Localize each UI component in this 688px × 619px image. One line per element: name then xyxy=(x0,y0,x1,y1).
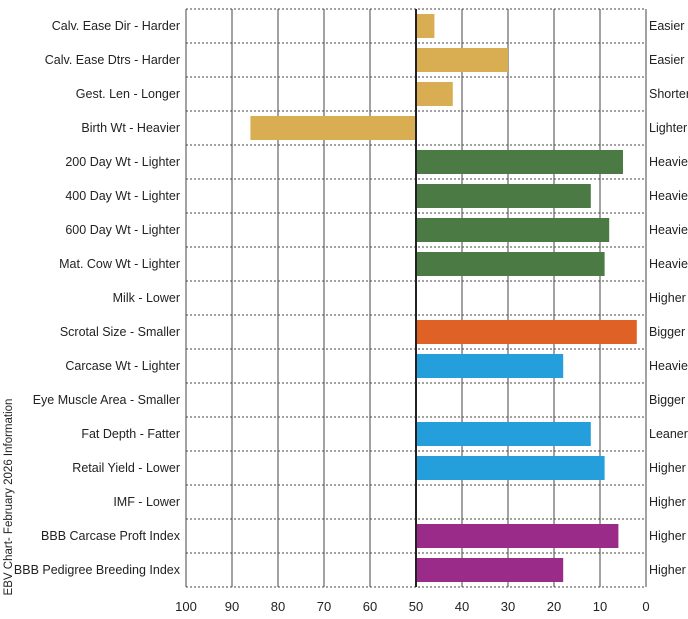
x-tick-label: 90 xyxy=(225,599,239,614)
bar xyxy=(416,184,591,208)
x-tick-label: 80 xyxy=(271,599,285,614)
row-label: Milk - Lower xyxy=(113,291,180,305)
row-label: Retail Yield - Lower xyxy=(72,461,180,475)
x-axis: 100 90 80 70 60 50 40 30 20 10 0 xyxy=(175,599,649,614)
row-label: IMF - Lower xyxy=(113,495,180,509)
bar xyxy=(416,82,453,106)
bar xyxy=(416,252,605,276)
bar xyxy=(416,456,605,480)
row-direction-label: Heavier xyxy=(649,189,688,203)
x-tick-label: 10 xyxy=(593,599,607,614)
row-label: Fat Depth - Fatter xyxy=(81,427,180,441)
bar xyxy=(416,524,619,548)
row-direction-label: Heavier xyxy=(649,155,688,169)
row-direction-label: Higher xyxy=(649,291,686,305)
bar xyxy=(416,48,508,72)
x-tick-label: 60 xyxy=(363,599,377,614)
row-direction-label: Easier xyxy=(649,19,684,33)
row-label: Scrotal Size - Smaller xyxy=(60,325,180,339)
row-label: 200 Day Wt - Lighter xyxy=(65,155,180,169)
row-direction-label: Lighter xyxy=(649,121,687,135)
row-label: BBB Pedigree Breeding Index xyxy=(14,563,181,577)
row-label: Carcase Wt - Lighter xyxy=(65,359,180,373)
x-tick-label: 0 xyxy=(642,599,649,614)
row-direction-label: Heavier xyxy=(649,257,688,271)
bar xyxy=(416,354,564,378)
bar xyxy=(416,320,637,344)
row-direction-label: Higher xyxy=(649,529,686,543)
bar xyxy=(416,558,564,582)
bar xyxy=(416,218,610,242)
row-label: BBB Carcase Proft Index xyxy=(41,529,181,543)
bar-series xyxy=(250,9,637,587)
bar xyxy=(416,150,623,174)
row-label: 400 Day Wt - Lighter xyxy=(65,189,180,203)
row-direction-label: Bigger xyxy=(649,393,685,407)
side-note: EBV Chart- February 2026 Information xyxy=(3,399,15,596)
row-direction-label: Heavier xyxy=(649,359,688,373)
x-tick-label: 40 xyxy=(455,599,469,614)
row-direction-label: Higher xyxy=(649,461,686,475)
row-direction-label: Easier xyxy=(649,53,684,67)
row-direction-label: Shorter xyxy=(649,87,688,101)
row-label: Eye Muscle Area - Smaller xyxy=(33,393,180,407)
x-tick-label: 20 xyxy=(547,599,561,614)
row-label: Calv. Ease Dtrs - Harder xyxy=(45,53,180,67)
row-label: Mat. Cow Wt - Lighter xyxy=(59,257,180,271)
bar xyxy=(416,422,591,446)
row-label: Calv. Ease Dir - Harder xyxy=(52,19,180,33)
row-label: Gest. Len - Longer xyxy=(76,87,180,101)
row-direction-label: Bigger xyxy=(649,325,685,339)
row-direction-label: Higher xyxy=(649,563,686,577)
x-tick-label: 30 xyxy=(501,599,515,614)
x-tick-label: 50 xyxy=(409,599,423,614)
row-label: 600 Day Wt - Lighter xyxy=(65,223,180,237)
x-tick-label: 100 xyxy=(175,599,197,614)
x-tick-label: 70 xyxy=(317,599,331,614)
bar xyxy=(416,14,435,38)
bar xyxy=(250,116,416,140)
row-label: Birth Wt - Heavier xyxy=(81,121,180,135)
row-labels: Calv. Ease Dir - Harder Easier Calv. Ease … xyxy=(14,19,688,577)
row-direction-label: Leaner xyxy=(649,427,688,441)
row-direction-label: Higher xyxy=(649,495,686,509)
row-direction-label: Heavier xyxy=(649,223,688,237)
